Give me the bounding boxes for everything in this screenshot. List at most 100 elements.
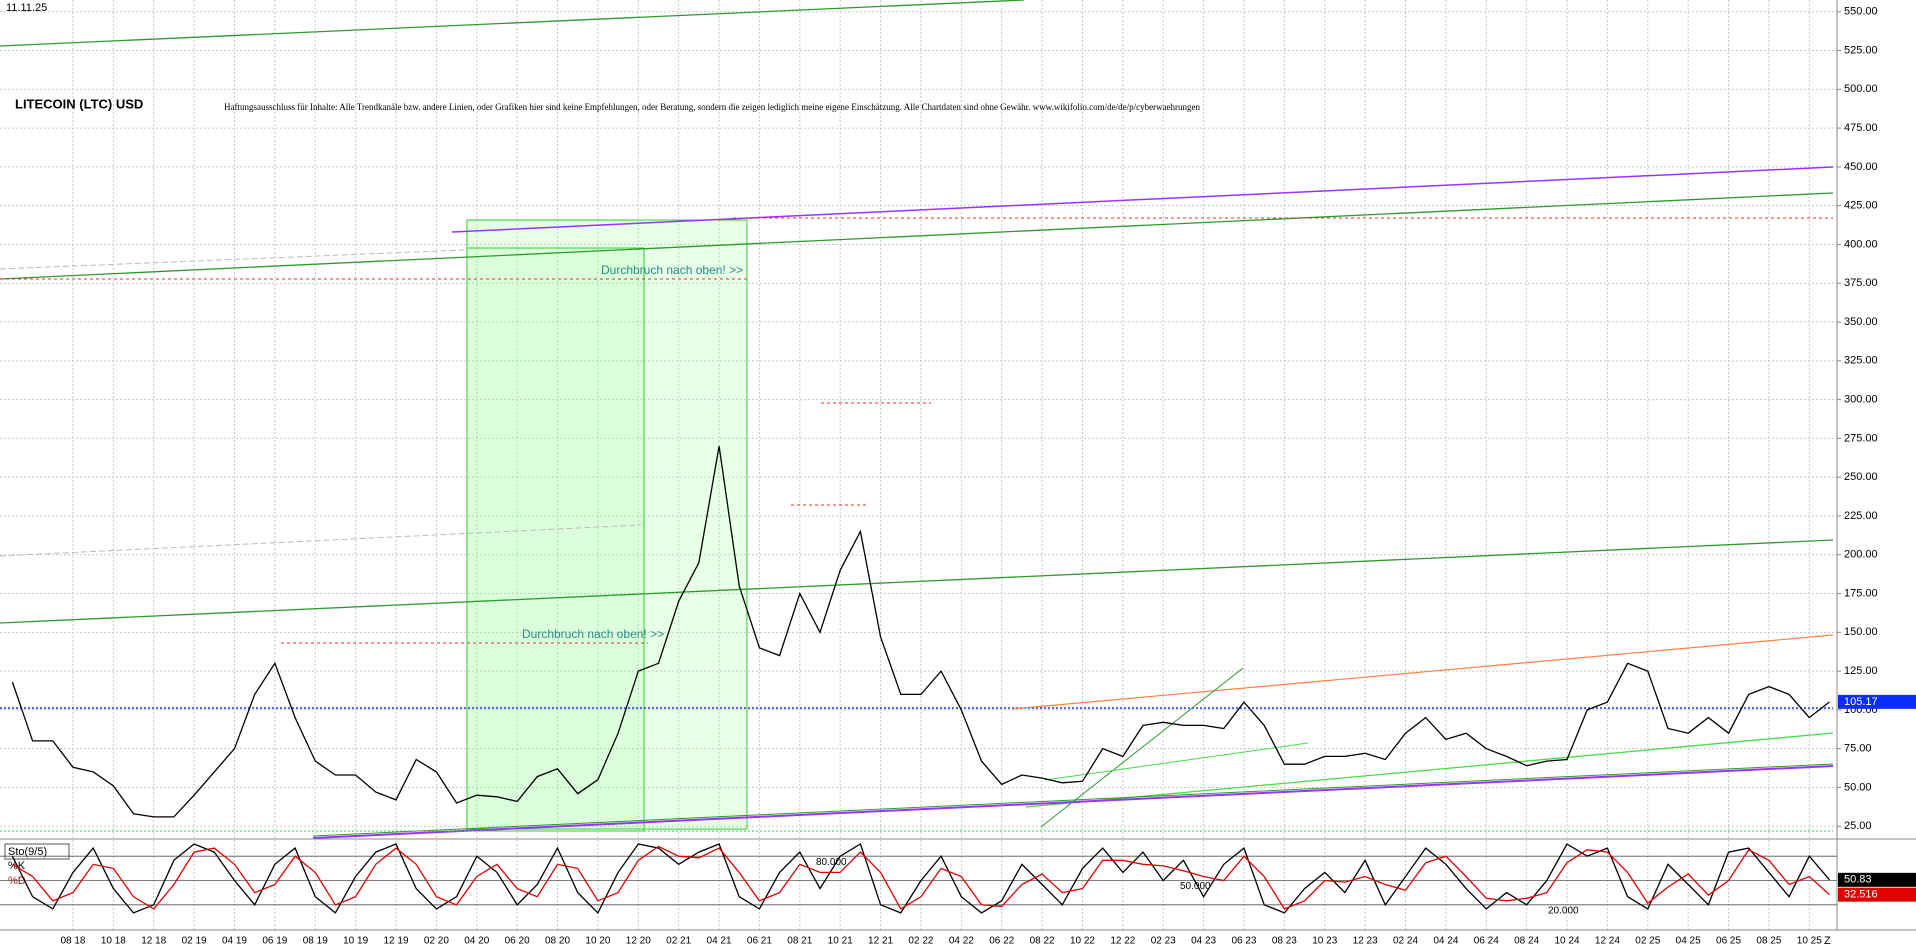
x-end-label: Z: [1824, 935, 1831, 947]
trend-line: [0, 524, 642, 557]
y-tick-label: 150.00: [1844, 626, 1878, 638]
trend-line: [1044, 742, 1309, 781]
level-label: 50.000: [1180, 881, 1211, 892]
x-tick-label: 08 21: [787, 936, 812, 947]
indicator-box: [4, 843, 70, 860]
x-tick-label: 08 22: [1030, 936, 1055, 947]
x-tick-label: 10 19: [343, 936, 368, 947]
y-tick-label: 550.00: [1844, 6, 1878, 18]
trend-line: [1011, 634, 1834, 710]
annotation: Durchbruch nach oben! >>: [601, 263, 743, 277]
trend-line: [312, 763, 1834, 837]
x-tick-label: 04 25: [1676, 936, 1701, 947]
x-tick-label: 02 20: [424, 936, 449, 947]
x-tick-label: 06 19: [262, 936, 287, 947]
y-tick-label: 225.00: [1844, 510, 1878, 522]
x-tick-label: 06 22: [989, 936, 1014, 947]
x-tick-label: 12 21: [868, 936, 893, 947]
y-tick-label: 450.00: [1844, 161, 1878, 173]
x-tick-label: 10 24: [1555, 936, 1580, 947]
annotation: Durchbruch nach oben! >>: [522, 627, 664, 641]
series-line: [11, 445, 1830, 818]
x-tick-label: 02 25: [1635, 936, 1660, 947]
drawings: [0, 0, 1834, 839]
x-tick-label: 10 20: [585, 936, 610, 947]
x-tick-label: 04 24: [1433, 936, 1458, 947]
x-tick-label: 04 23: [1191, 936, 1216, 947]
last-value-label: 32.516: [1844, 889, 1878, 901]
trend-line: [0, 539, 1834, 624]
x-tick-label: 06 21: [747, 936, 772, 947]
x-tick-label: 12 23: [1353, 936, 1378, 947]
x-tick-label: 04 19: [222, 936, 247, 947]
y-tick-label: 525.00: [1844, 44, 1878, 56]
y-tick-label: 475.00: [1844, 122, 1878, 134]
x-tick-label: 12 22: [1110, 936, 1135, 947]
x-tick-label: 04 22: [949, 936, 974, 947]
level-label: 80.000: [816, 857, 847, 868]
y-tick-label: 275.00: [1844, 432, 1878, 444]
x-tick-label: 08 18: [60, 936, 85, 947]
last-value-box: [1838, 872, 1916, 887]
x-tick-label: 08 24: [1514, 936, 1539, 947]
x-tick-label: 06 24: [1474, 936, 1499, 947]
highlight-box: [466, 219, 748, 830]
y-tick-label: 25.00: [1844, 820, 1872, 832]
last-value-box: [1838, 887, 1916, 902]
x-tick-label: 02 24: [1393, 936, 1418, 947]
legend-label: %D: [8, 875, 26, 887]
x-tick-label: 08 19: [303, 936, 328, 947]
y-tick-label: 300.00: [1844, 394, 1878, 406]
last-value-label: 105.17: [1844, 696, 1878, 708]
trend-line: [312, 765, 1834, 839]
trend-line: [1040, 667, 1244, 828]
x-tick-label: 10 22: [1070, 936, 1095, 947]
level-label: 20.000: [1548, 905, 1579, 916]
y-tick-label: 125.00: [1844, 665, 1878, 677]
chart-title: LITECOIN (LTC) USD: [15, 96, 143, 111]
trend-line: [451, 166, 1834, 233]
trend-line: [0, 249, 465, 270]
x-tick-label: 10 25: [1797, 936, 1822, 947]
x-tick-label: 08 20: [545, 936, 570, 947]
series-line: [12, 845, 1830, 910]
series-line: [11, 843, 1830, 915]
y-tick-label: 175.00: [1844, 587, 1878, 599]
y-tick-label: 50.00: [1844, 781, 1872, 793]
y-tick-label: 325.00: [1844, 355, 1878, 367]
x-tick-label: 10 23: [1312, 936, 1337, 947]
grid: [0, 0, 1837, 930]
x-tick-label: 02 21: [666, 936, 691, 947]
x-tick-label: 12 20: [626, 936, 651, 947]
x-tick-label: 06 20: [505, 936, 530, 947]
x-tick-label: 04 21: [707, 936, 732, 947]
x-tick-label: 04 20: [464, 936, 489, 947]
highlight-box: [466, 247, 645, 832]
x-tick-label: 10 18: [101, 936, 126, 947]
x-tick-label: 12 18: [141, 936, 166, 947]
x-tick-label: 08 23: [1272, 936, 1297, 947]
x-tick-label: 10 21: [828, 936, 853, 947]
indicator-title: Sto(9/5): [8, 846, 47, 858]
trend-line: [0, 192, 1834, 280]
disclaimer: Haftungsausschluss für Inhalte: Alle Tre…: [224, 102, 1201, 112]
x-tick-label: 12 19: [383, 936, 408, 947]
x-tick-label: 08 25: [1756, 936, 1781, 947]
y-tick-label: 200.00: [1844, 549, 1878, 561]
y-tick-label: 500.00: [1844, 83, 1878, 95]
last-value-box: [1838, 694, 1916, 709]
trend-line: [0, 0, 1025, 47]
trend-line: [1025, 732, 1834, 808]
last-value-label: 50.83: [1844, 874, 1872, 886]
x-tick-label: 02 23: [1151, 936, 1176, 947]
x-tick-label: 02 22: [908, 936, 933, 947]
y-tick-label: 250.00: [1844, 471, 1878, 483]
y-tick-label: 425.00: [1844, 200, 1878, 212]
y-tick-label: 75.00: [1844, 743, 1872, 755]
chart-date: 11.11.25: [6, 2, 47, 14]
x-tick-label: 06 25: [1716, 936, 1741, 947]
x-tick-label: 12 24: [1595, 936, 1620, 947]
y-tick-label: 375.00: [1844, 277, 1878, 289]
y-tick-label: 400.00: [1844, 238, 1878, 250]
